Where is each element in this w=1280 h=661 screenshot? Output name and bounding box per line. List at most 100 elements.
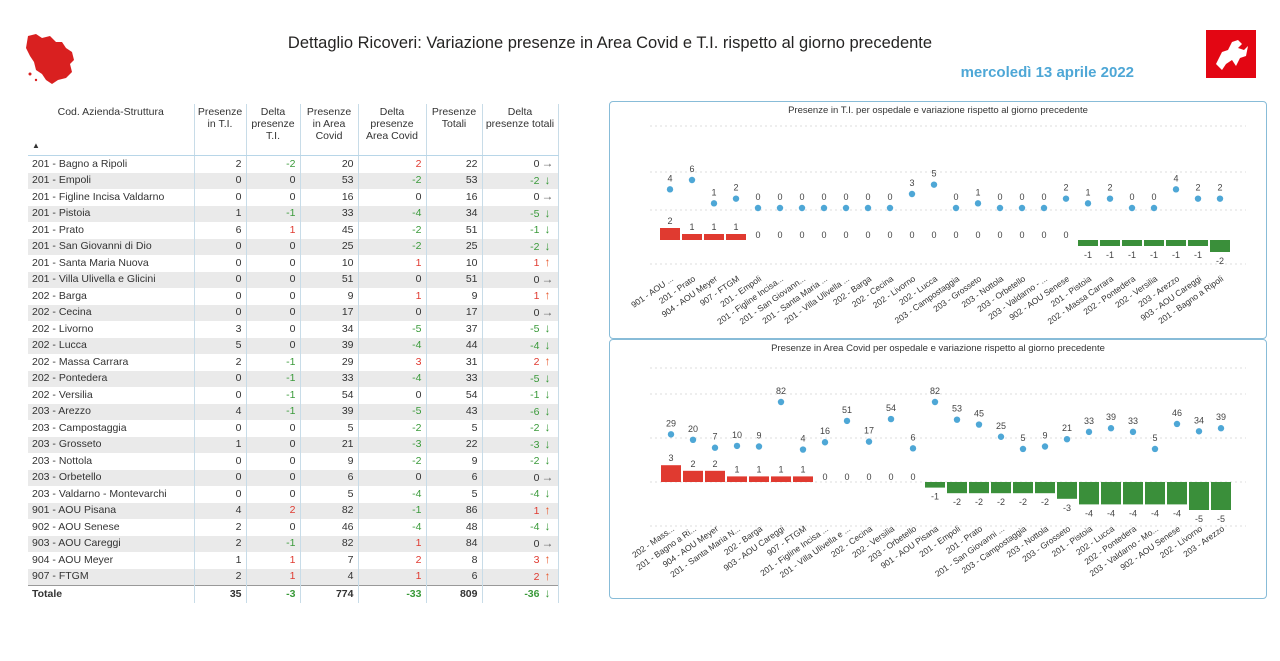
presence-dot[interactable] (1217, 425, 1225, 432)
table-row[interactable]: 201 - Figline Incisa Valdarno 0 0 16 0 16 0 → (28, 189, 559, 206)
presence-dot[interactable] (688, 176, 696, 184)
presence-dot[interactable] (732, 195, 740, 202)
table-row[interactable]: 907 - FTGM 2 1 4 1 6 2 ↑ (28, 568, 559, 586)
presence-dot[interactable] (1062, 195, 1070, 202)
table-row[interactable]: 203 - Valdarno - Montevarchi 0 0 5 -4 5 -4 ↓ (28, 486, 559, 503)
table-row[interactable]: 203 - Arezzo 4 -1 39 -5 43 -6 ↓ (28, 403, 559, 420)
delta-bar[interactable] (947, 482, 967, 494)
presence-dot[interactable] (666, 186, 674, 193)
table-row[interactable]: 903 - AOU Careggi 2 -1 82 1 84 0 → (28, 535, 559, 552)
table-row[interactable]: 202 - Pontedera 0 -1 33 -4 33 -5 ↓ (28, 370, 559, 387)
table-row[interactable]: 201 - Santa Maria Nuova 0 0 10 1 10 1 ↑ (28, 255, 559, 272)
col-header-presenze-covid[interactable]: Presenze in Area Covid (300, 104, 359, 156)
presence-dot[interactable] (953, 416, 961, 423)
presence-dot[interactable] (1194, 195, 1202, 202)
delta-bar[interactable] (1166, 240, 1186, 246)
presence-dot[interactable] (1085, 428, 1093, 436)
table-row[interactable]: 201 - San Giovanni di Dio 0 0 25 -2 25 -2 ↓ (28, 238, 559, 255)
delta-bar[interactable] (925, 482, 945, 488)
delta-bar[interactable] (683, 470, 703, 482)
presence-dot[interactable] (997, 433, 1005, 440)
delta-bar[interactable] (1145, 482, 1165, 505)
delta-bar[interactable] (749, 476, 769, 482)
col-header-struttura[interactable]: Cod. Azienda-Struttura ▲ (28, 104, 195, 156)
table-row[interactable]: 202 - Livorno 3 0 34 -5 37 -5 ↓ (28, 321, 559, 338)
delta-bar[interactable] (1057, 482, 1077, 499)
table-row[interactable]: 203 - Grosseto 1 0 21 -3 22 -3 ↓ (28, 436, 559, 453)
sort-asc-icon[interactable]: ▲ (32, 141, 40, 150)
presence-dot[interactable] (733, 442, 741, 450)
presence-dot[interactable] (1106, 195, 1114, 202)
presence-dot[interactable] (689, 436, 697, 444)
table-row[interactable]: 201 - Bagno a Ripoli 2 -2 20 2 22 0 → (28, 155, 559, 173)
delta-bar[interactable] (1211, 482, 1231, 510)
col-header-presenze-ti[interactable]: Presenze in T.I. (194, 104, 247, 156)
presence-dot[interactable] (798, 204, 806, 212)
table-row[interactable]: 201 - Villa Ulivella e Glicini 0 0 51 0 51 0 → (28, 271, 559, 288)
table-total-row[interactable]: Totale 35 -3 774 -33 809 -36 ↓ (28, 585, 559, 603)
presence-dot[interactable] (1172, 186, 1180, 193)
presence-dot[interactable] (909, 445, 917, 452)
presence-dot[interactable] (908, 190, 916, 198)
table-row[interactable]: 203 - Nottola 0 0 9 -2 9 -2 ↓ (28, 453, 559, 470)
presence-dot[interactable] (1150, 204, 1158, 212)
delta-bar[interactable] (660, 228, 680, 240)
presence-dot[interactable] (711, 444, 719, 451)
presence-dot[interactable] (754, 204, 762, 212)
col-header-delta-totali[interactable]: Delta presenze totali (482, 104, 559, 156)
delta-bar[interactable] (991, 482, 1011, 494)
delta-bar[interactable] (1079, 482, 1099, 505)
presence-dot[interactable] (1063, 435, 1071, 443)
presence-dot[interactable] (1084, 200, 1092, 207)
table-row[interactable]: 201 - Pistoia 1 -1 33 -4 34 -5 ↓ (28, 205, 559, 222)
presence-dot[interactable] (1019, 445, 1027, 453)
delta-bar[interactable] (1100, 240, 1120, 246)
presence-dot[interactable] (1018, 204, 1026, 212)
delta-bar[interactable] (1013, 482, 1033, 494)
col-header-delta-ti[interactable]: Delta presenze T.I. (246, 104, 301, 156)
col-header-presenze-totali[interactable]: Presenze Totali (426, 104, 483, 156)
presence-dot[interactable] (865, 438, 873, 445)
table-row[interactable]: 201 - Empoli 0 0 53 -2 53 -2 ↓ (28, 172, 559, 189)
delta-bar[interactable] (1123, 482, 1143, 505)
presence-dot[interactable] (1195, 428, 1203, 435)
presence-dot[interactable] (1216, 195, 1224, 202)
presence-dot[interactable] (1041, 443, 1049, 450)
delta-bar[interactable] (1189, 482, 1209, 510)
table-row[interactable]: 203 - Orbetello 0 0 6 0 6 0 → (28, 469, 559, 486)
presence-dot[interactable] (864, 204, 872, 212)
table-row[interactable]: 202 - Barga 0 0 9 1 9 1 ↑ (28, 288, 559, 305)
table-row[interactable]: 201 - Prato 6 1 45 -2 51 -1 ↓ (28, 222, 559, 239)
presence-dot[interactable] (777, 398, 785, 406)
presence-dot[interactable] (1129, 428, 1137, 436)
presence-dot[interactable] (843, 417, 851, 425)
table-row[interactable]: 904 - AOU Meyer 1 1 7 2 8 3 ↑ (28, 552, 559, 569)
presence-dot[interactable] (820, 204, 828, 212)
delta-bar[interactable] (661, 465, 681, 482)
presence-dot[interactable] (776, 204, 784, 212)
presence-dot[interactable] (931, 398, 939, 406)
delta-bar[interactable] (1210, 240, 1230, 252)
table-row[interactable]: 202 - Massa Carrara 2 -1 29 3 31 2 ↑ (28, 354, 559, 371)
delta-bar[interactable] (793, 476, 813, 482)
delta-bar[interactable] (1167, 482, 1187, 505)
presence-dot[interactable] (1128, 204, 1136, 212)
delta-bar[interactable] (682, 234, 702, 240)
presence-dot[interactable] (887, 415, 895, 423)
table-row[interactable]: 202 - Lucca 5 0 39 -4 44 -4 ↓ (28, 337, 559, 354)
table-row[interactable]: 901 - AOU Pisana 4 2 82 -1 86 1 ↑ (28, 502, 559, 519)
table-row[interactable]: 203 - Campostaggia 0 0 5 -2 5 -2 ↓ (28, 420, 559, 437)
col-header-delta-covid[interactable]: Delta presenze Area Covid (358, 104, 427, 156)
delta-bar[interactable] (771, 476, 791, 482)
presence-dot[interactable] (667, 431, 675, 438)
presence-dot[interactable] (886, 204, 894, 212)
delta-bar[interactable] (1144, 240, 1164, 246)
delta-bar[interactable] (726, 234, 746, 240)
table-row[interactable]: 202 - Cecina 0 0 17 0 17 0 → (28, 304, 559, 321)
delta-bar[interactable] (1101, 482, 1121, 505)
presence-dot[interactable] (821, 439, 829, 446)
delta-bar[interactable] (727, 476, 747, 482)
delta-bar[interactable] (969, 482, 989, 494)
table-row[interactable]: 202 - Versilia 0 -1 54 0 54 -1 ↓ (28, 387, 559, 404)
presence-dot[interactable] (930, 181, 938, 188)
